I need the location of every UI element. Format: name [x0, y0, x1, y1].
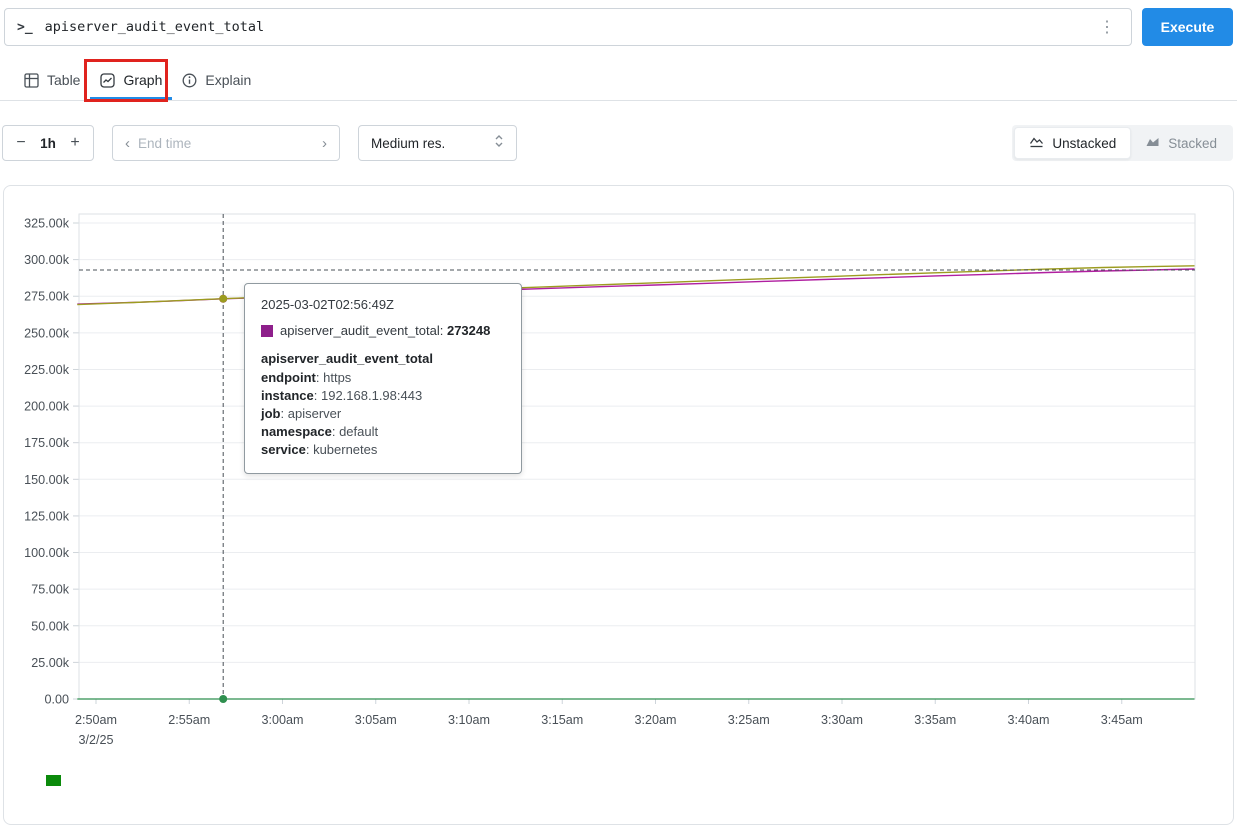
svg-text:0.00: 0.00	[44, 693, 69, 707]
tooltip-label-namespace: namespace: default	[261, 424, 379, 439]
graph-panel: 0.00 25.00k 50.00k 75.00k 100.00k 125.00k 150.…	[3, 185, 1234, 825]
select-caret-icon	[494, 133, 504, 154]
end-time-placeholder[interactable]: End time	[138, 135, 192, 151]
tab-table-label: Table	[47, 72, 81, 88]
svg-text:3:40am: 3:40am	[1007, 713, 1049, 727]
time-series-chart[interactable]: 0.00 25.00k 50.00k 75.00k 100.00k 125.00k 150.…	[4, 186, 1233, 761]
resolution-select[interactable]: Medium res.	[358, 125, 517, 161]
svg-text:100.00k: 100.00k	[24, 546, 70, 560]
tooltip-metric-name: apiserver_audit_event_total	[261, 351, 433, 366]
svg-text:3:45am: 3:45am	[1101, 713, 1143, 727]
svg-text:50.00k: 50.00k	[31, 619, 70, 633]
query-input[interactable]: >_ apiserver_audit_event_total ⋮	[4, 8, 1132, 46]
svg-text:3:10am: 3:10am	[448, 713, 490, 727]
svg-text:3:20am: 3:20am	[634, 713, 676, 727]
svg-text:3:30am: 3:30am	[821, 713, 863, 727]
legend-series-swatch[interactable]	[46, 775, 61, 786]
tab-explain[interactable]: Explain	[172, 60, 261, 100]
svg-text:150.00k: 150.00k	[24, 473, 70, 487]
tooltip-series-value: 273248	[446, 323, 491, 338]
unstacked-label: Unstacked	[1052, 135, 1117, 151]
hover-tooltip: 2025-03-02T02:56:49Z apiserver_audit_eve…	[244, 283, 522, 474]
svg-text:3:25am: 3:25am	[728, 713, 770, 727]
tooltip-label-instance: instance: 192.168.1.98:443	[261, 388, 423, 403]
svg-text:200.00k: 200.00k	[24, 400, 70, 414]
svg-text:75.00k: 75.00k	[31, 583, 70, 597]
stacked-label: Stacked	[1168, 135, 1217, 151]
svg-text:275.00k: 275.00k	[24, 290, 70, 304]
tooltip-label-endpoint: endpoint: https	[261, 370, 352, 385]
end-time-picker[interactable]: ‹ End time ›	[112, 125, 340, 161]
execute-button[interactable]: Execute	[1142, 8, 1233, 46]
tooltip-timestamp: 2025-03-02T02:56:49Z	[261, 297, 394, 312]
svg-text:3/2/25: 3/2/25	[78, 733, 113, 747]
stacking-toggle: Unstacked Stacked	[1012, 125, 1233, 161]
kebab-menu-icon[interactable]: ⋮	[1099, 19, 1115, 36]
terminal-prompt-icon: >_	[17, 19, 33, 35]
range-stepper: − 1h +	[2, 125, 94, 161]
graph-controls: − 1h + ‹ End time › Medium res. Unstacke…	[0, 125, 1237, 161]
svg-text:325.00k: 325.00k	[24, 217, 70, 231]
graph-icon	[100, 72, 116, 88]
svg-text:3:05am: 3:05am	[355, 713, 397, 727]
tooltip-series-row: apiserver_audit_event_total: 273248	[261, 323, 505, 338]
svg-text:225.00k: 225.00k	[24, 363, 70, 377]
panel-tabs: Table Graph Explain	[0, 60, 1237, 101]
tab-graph-label: Graph	[123, 72, 163, 88]
svg-text:2:55am: 2:55am	[168, 713, 210, 727]
tab-graph[interactable]: Graph	[90, 60, 173, 100]
range-decrease-button[interactable]: −	[9, 133, 33, 153]
end-time-prev-icon[interactable]: ‹	[125, 134, 130, 152]
range-value[interactable]: 1h	[40, 135, 56, 151]
info-icon	[182, 73, 197, 88]
unstacked-icon	[1029, 135, 1044, 152]
end-time-next-icon[interactable]: ›	[322, 134, 327, 152]
svg-text:25.00k: 25.00k	[31, 656, 70, 670]
tooltip-label-job: job: apiserver	[261, 406, 342, 421]
svg-text:250.00k: 250.00k	[24, 326, 70, 340]
tab-explain-label: Explain	[205, 72, 252, 88]
unstacked-option[interactable]: Unstacked	[1014, 127, 1132, 159]
tab-table[interactable]: Table	[14, 60, 90, 100]
svg-text:2:50am: 2:50am	[75, 713, 117, 727]
query-expression[interactable]: apiserver_audit_event_total	[44, 19, 265, 35]
resolution-value: Medium res.	[371, 135, 446, 151]
table-icon	[24, 72, 39, 88]
svg-text:3:35am: 3:35am	[914, 713, 956, 727]
svg-text:3:15am: 3:15am	[541, 713, 583, 727]
svg-text:300.00k: 300.00k	[24, 253, 70, 267]
tooltip-series-text: apiserver_audit_event_total: 273248	[280, 323, 491, 338]
range-increase-button[interactable]: +	[63, 133, 87, 153]
tooltip-label-service: service: kubernetes	[261, 442, 378, 457]
stacked-icon	[1145, 135, 1160, 152]
svg-text:125.00k: 125.00k	[24, 509, 70, 523]
series-color-swatch	[261, 324, 273, 337]
svg-text:3:00am: 3:00am	[261, 713, 303, 727]
svg-text:175.00k: 175.00k	[24, 436, 70, 450]
stacked-option[interactable]: Stacked	[1131, 127, 1231, 159]
